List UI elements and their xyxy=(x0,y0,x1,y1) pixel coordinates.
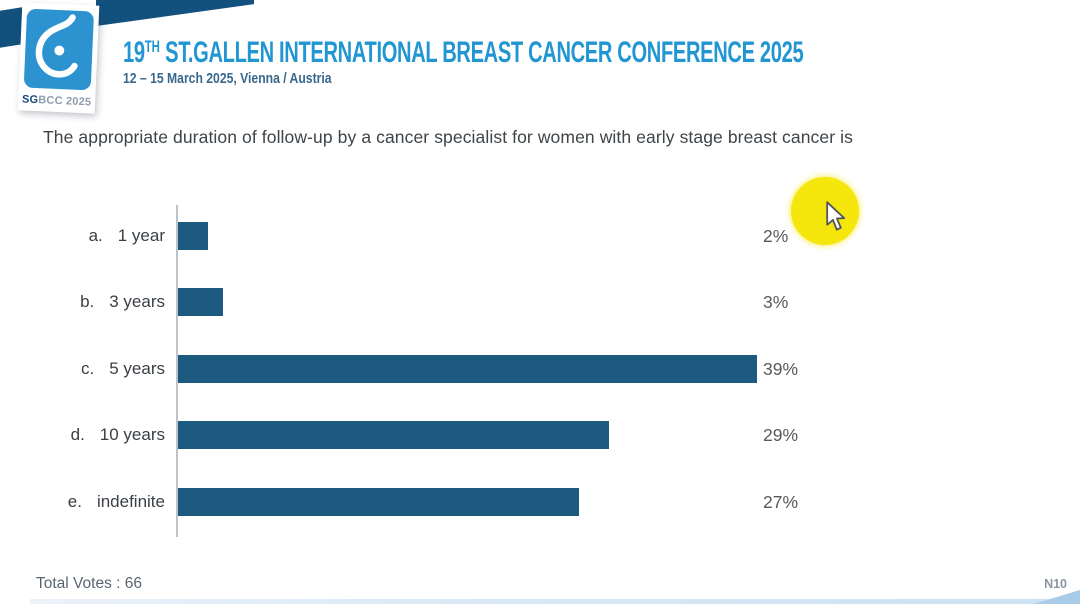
chart-bar xyxy=(178,354,757,383)
option-letter: e. xyxy=(67,491,82,511)
title-number: 19 xyxy=(123,36,145,69)
option-letter: b. xyxy=(80,292,95,312)
sgbcc-logo: SGBCC 2025 xyxy=(17,2,100,114)
chart-bar xyxy=(178,222,208,250)
option-text: 5 years xyxy=(109,358,165,378)
chart-bar xyxy=(178,288,223,317)
chart-row-label: a. 1 year xyxy=(0,222,165,250)
breast-drop-icon xyxy=(23,8,95,91)
conference-subtitle: 12 – 15 March 2025, Vienna / Austria xyxy=(123,71,332,87)
chart-value-label: 2% xyxy=(763,226,789,246)
title-text: ST.GALLEN INTERNATIONAL BREAST CANCER CO… xyxy=(159,36,804,69)
chart-row-label: c. 5 years xyxy=(0,355,165,383)
total-votes-label: Total Votes : 66 xyxy=(36,575,142,592)
bottom-accent-strip xyxy=(30,599,1080,604)
option-text: 3 years xyxy=(109,292,165,312)
option-letter: c. xyxy=(81,358,95,378)
highlight-circle xyxy=(791,177,859,245)
conference-title: 19TH ST.GALLEN INTERNATIONAL BREAST CANC… xyxy=(123,36,804,70)
chart-value-label: 27% xyxy=(763,491,799,512)
chart-bar xyxy=(178,487,579,516)
cursor-arrow-icon xyxy=(826,201,846,231)
chart-row-label: d. 10 years xyxy=(0,421,165,449)
chart-value-label: 29% xyxy=(763,425,799,446)
option-text: indefinite xyxy=(96,491,165,511)
chart-value-label: 3% xyxy=(763,292,789,313)
option-letter: d. xyxy=(70,425,85,445)
chart-row-label: e. indefinite xyxy=(0,488,165,516)
chart-value-label: 39% xyxy=(763,358,799,379)
title-ordinal: TH xyxy=(144,37,160,56)
chart-bar xyxy=(178,421,609,450)
option-letter: a. xyxy=(88,226,103,245)
option-text: 1 year xyxy=(117,226,165,245)
poll-question: The appropriate duration of follow-up by… xyxy=(43,127,853,147)
chart-axis-line xyxy=(176,205,178,537)
slide-code: N10 xyxy=(1044,577,1067,591)
option-text: 10 years xyxy=(99,425,165,445)
chart-row-label: b. 3 years xyxy=(0,288,165,316)
